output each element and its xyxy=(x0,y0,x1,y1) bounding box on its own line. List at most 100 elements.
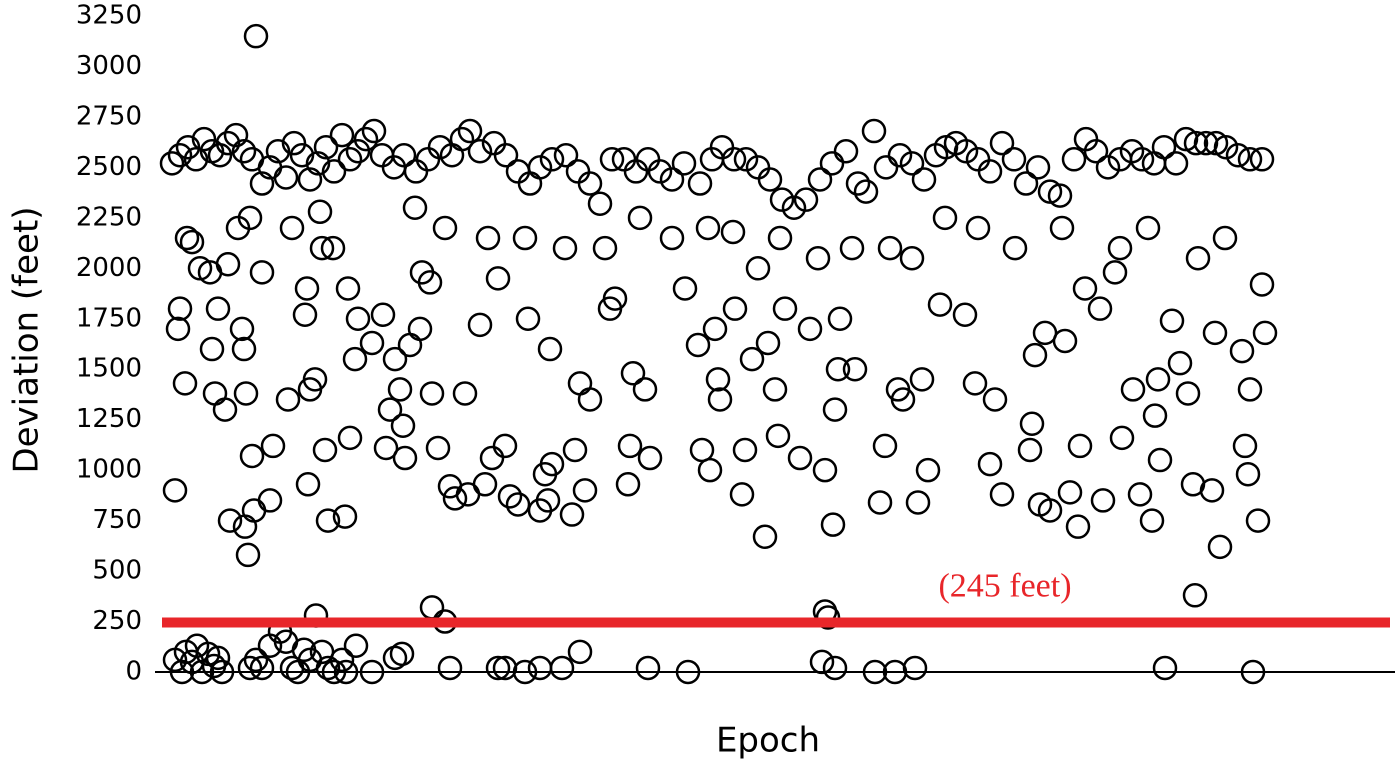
point xyxy=(467,312,493,338)
point xyxy=(707,387,733,412)
point xyxy=(457,118,483,144)
point xyxy=(695,215,721,241)
point xyxy=(1072,276,1098,301)
point xyxy=(781,195,807,221)
point xyxy=(260,433,286,459)
point xyxy=(592,235,618,261)
point xyxy=(1047,183,1073,208)
point xyxy=(515,306,541,332)
point xyxy=(485,655,511,681)
point xyxy=(1022,342,1048,368)
y-tick-label: 500 xyxy=(92,556,142,586)
point xyxy=(587,191,613,216)
point xyxy=(965,215,991,241)
point xyxy=(553,143,579,168)
point xyxy=(223,122,249,148)
point xyxy=(442,486,468,511)
point xyxy=(705,367,731,392)
point xyxy=(391,143,417,168)
point xyxy=(402,195,428,221)
point xyxy=(915,457,941,483)
point xyxy=(809,649,835,675)
point xyxy=(755,330,781,356)
point xyxy=(623,159,649,184)
point xyxy=(762,377,788,402)
point xyxy=(332,504,358,529)
point xyxy=(373,435,399,461)
point xyxy=(1212,225,1238,251)
point xyxy=(772,296,798,321)
point xyxy=(745,256,771,281)
point xyxy=(620,361,646,386)
point xyxy=(175,134,201,160)
point xyxy=(342,346,368,372)
point xyxy=(232,514,258,539)
point xyxy=(927,292,953,317)
point xyxy=(537,336,563,362)
point xyxy=(722,296,748,321)
point xyxy=(899,151,925,176)
point xyxy=(819,151,845,176)
point xyxy=(842,356,868,382)
point xyxy=(905,490,931,515)
point xyxy=(370,302,396,327)
point xyxy=(1237,147,1263,172)
point xyxy=(1052,328,1078,354)
point xyxy=(231,336,257,362)
point xyxy=(721,147,747,172)
point xyxy=(329,122,355,148)
point xyxy=(1207,534,1233,560)
point xyxy=(359,659,385,685)
point xyxy=(1147,447,1173,473)
point xyxy=(687,171,713,196)
point xyxy=(415,147,441,172)
point xyxy=(887,143,913,168)
point xyxy=(911,167,937,192)
point xyxy=(732,437,758,463)
point xyxy=(275,387,301,412)
point xyxy=(815,605,841,630)
point xyxy=(1182,583,1208,608)
y-tick-label: 2500 xyxy=(76,152,142,182)
point xyxy=(697,457,723,483)
point xyxy=(1037,498,1063,523)
point xyxy=(243,23,269,49)
point xyxy=(805,245,831,271)
point xyxy=(231,138,257,164)
point xyxy=(552,235,578,261)
point xyxy=(962,371,988,396)
point xyxy=(752,524,778,550)
point xyxy=(572,478,598,503)
point xyxy=(902,655,928,681)
point xyxy=(1232,433,1258,459)
point xyxy=(257,488,283,513)
point xyxy=(165,316,191,342)
point xyxy=(632,377,658,402)
point xyxy=(807,167,833,192)
point xyxy=(179,229,205,255)
point xyxy=(733,147,759,172)
point xyxy=(577,387,603,412)
point xyxy=(839,235,865,261)
point xyxy=(202,381,228,406)
point xyxy=(1185,245,1211,271)
point xyxy=(845,171,871,196)
point xyxy=(467,138,493,164)
y-tick-label: 3250 xyxy=(76,1,142,31)
y-tick-label: 1250 xyxy=(76,404,142,434)
point xyxy=(899,245,925,271)
point xyxy=(602,286,628,311)
point xyxy=(989,482,1015,507)
point xyxy=(890,387,916,412)
point xyxy=(637,445,663,471)
point xyxy=(1199,478,1225,503)
point xyxy=(1152,655,1178,681)
point xyxy=(1032,320,1058,346)
point xyxy=(249,171,275,196)
point xyxy=(205,296,231,321)
point xyxy=(1129,147,1155,172)
point xyxy=(769,187,795,212)
point xyxy=(559,502,585,527)
point xyxy=(1245,508,1271,533)
